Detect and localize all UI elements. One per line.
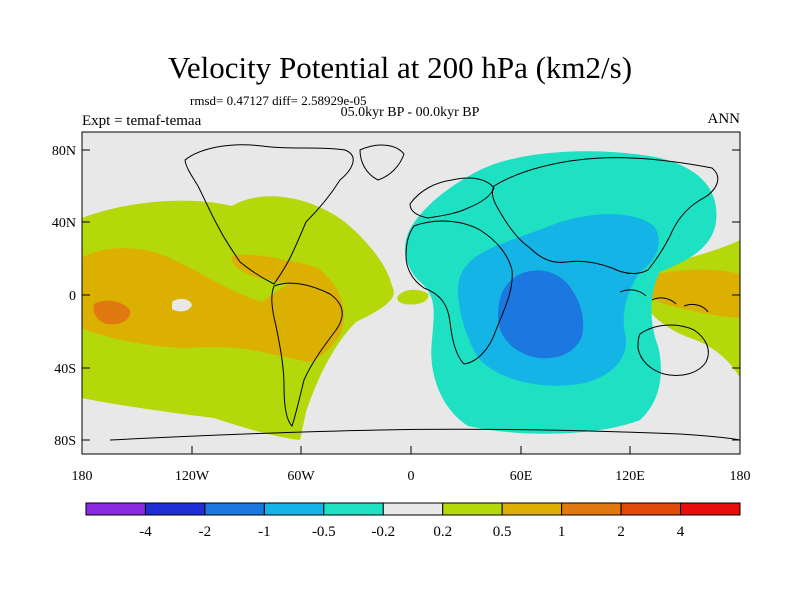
colorbar-swatch — [620, 502, 682, 516]
contour-positive-1 — [93, 300, 131, 325]
colorbar-label: -0.5 — [312, 524, 336, 540]
contour-positive-0.5-westpacific — [641, 269, 740, 318]
contour-positive-0.2-atlantic — [397, 289, 429, 305]
stats-text: rmsd= 0.47127 diff= 2.58929e-05 — [190, 93, 367, 108]
north-america-outline — [184, 144, 354, 285]
colorbar-label: -0.2 — [371, 524, 395, 540]
colorbar-label: 0.2 — [433, 524, 452, 540]
colorbar-label: -1 — [258, 524, 271, 540]
lon-label-0: 0 — [408, 469, 415, 484]
lon-label-60w: 60W — [287, 469, 315, 484]
colorbar-label: -2 — [199, 524, 212, 540]
season-label: ANN — [707, 111, 741, 127]
maritime-continent-outline — [619, 289, 709, 313]
contour-minus-0.2-pocket — [172, 298, 192, 312]
lat-label-80s: 80S — [54, 434, 76, 449]
contour-positive-0.5-upper — [231, 254, 326, 285]
colorbar-swatch — [501, 502, 563, 516]
europe-outline — [409, 177, 495, 219]
colorbar-swatch — [85, 502, 146, 516]
colorbar-swatch — [144, 502, 206, 516]
colorbar-swatch — [680, 502, 741, 516]
period-text: 05.0kyr BP - 00.0kyr BP — [340, 105, 480, 120]
lon-label-180w: 180 — [72, 469, 93, 484]
colorbar-swatch — [204, 502, 265, 516]
lon-label-120w: 120W — [175, 469, 210, 484]
lon-label-120e: 120E — [615, 469, 645, 484]
lat-label-40n: 40N — [52, 216, 76, 231]
colorbar-swatch — [561, 502, 622, 516]
greenland-outline — [359, 144, 405, 181]
lon-label-180e: 180 — [730, 469, 751, 484]
lat-label-80n: 80N — [52, 144, 76, 159]
colorbar-swatch — [382, 502, 444, 516]
plot-title: Velocity Potential at 200 hPa (km2/s) — [167, 50, 633, 85]
contour-negative-1 — [498, 270, 584, 359]
lon-label-60e: 60E — [510, 469, 533, 484]
experiment-label: Expt = temaf-temaa — [82, 113, 202, 129]
contour-positive-0.5 — [82, 248, 344, 362]
australia-outline — [637, 324, 709, 376]
lat-label-eq: 0 — [69, 289, 76, 304]
lat-tick-marks — [82, 149, 740, 441]
colorbar-label: 2 — [617, 524, 625, 540]
colorbar-swatch — [442, 502, 503, 516]
asia-outline — [491, 157, 719, 275]
colorbar-swatch — [323, 502, 384, 516]
colorbar-label: -4 — [139, 524, 152, 540]
colorbar-label: 0.5 — [493, 524, 512, 540]
colorbar-label: 4 — [677, 524, 685, 540]
south-america-outline — [271, 282, 343, 427]
antarctica-outline — [109, 428, 740, 441]
coastlines — [109, 144, 740, 441]
colorbar: -4 -2 -1 -0.5 -0.2 0.2 0.5 1 2 4 — [85, 502, 741, 540]
lon-tick-marks — [81, 446, 741, 454]
africa-outline — [405, 220, 513, 365]
colorbar-swatch — [263, 502, 325, 516]
velocity-field — [82, 132, 740, 454]
colorbar-label: 1 — [558, 524, 566, 540]
lat-label-40s: 40S — [54, 362, 76, 377]
